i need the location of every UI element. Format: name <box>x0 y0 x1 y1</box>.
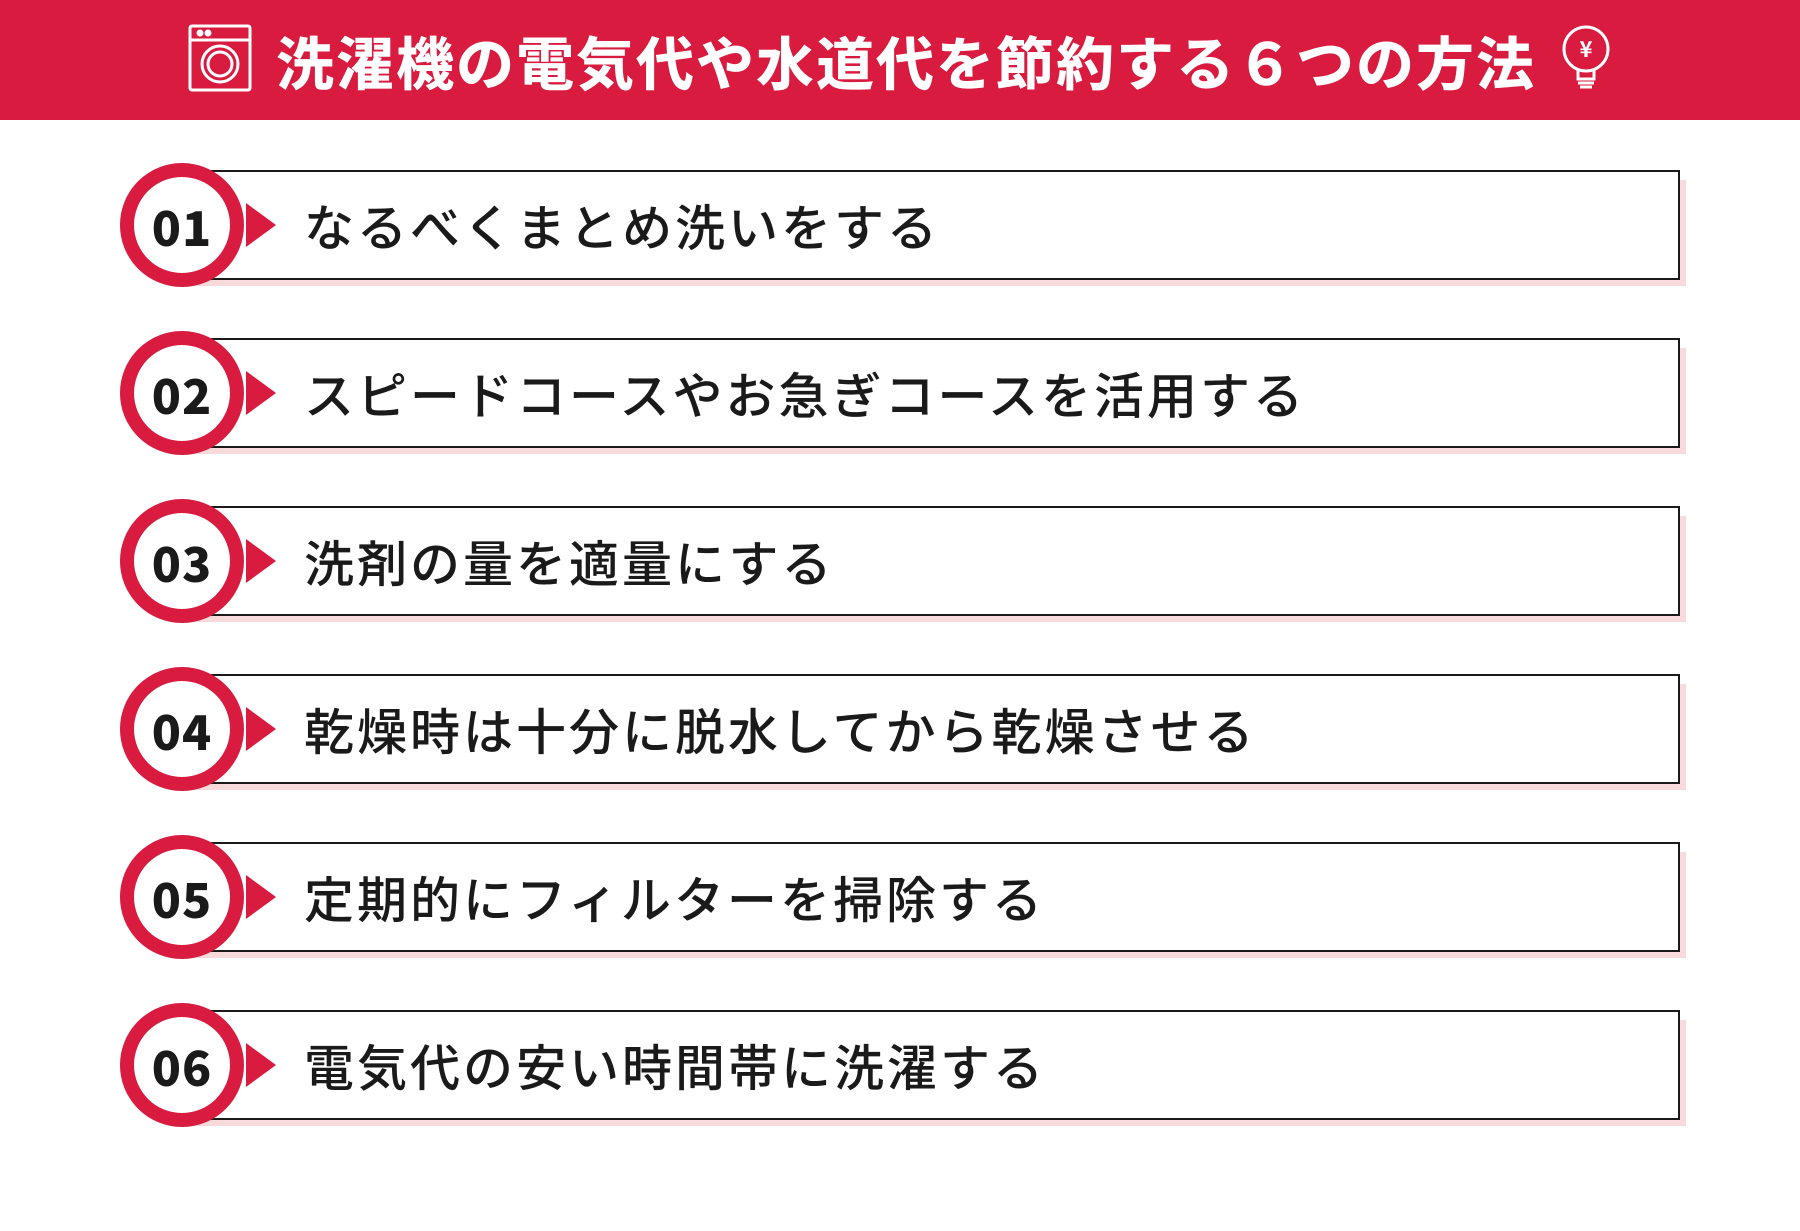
badge-number: 01 <box>152 190 212 260</box>
badge-number: 04 <box>152 694 212 764</box>
number-badge: 04 <box>120 667 244 791</box>
number-badge: 03 <box>120 499 244 623</box>
item-text: 洗剤の量を適量にする <box>304 525 835 597</box>
number-badge: 05 <box>120 835 244 959</box>
list-item: 03 洗剤の量を適量にする <box>120 506 1680 616</box>
item-box: 電気代の安い時間帯に洗濯する <box>182 1010 1680 1120</box>
item-box: 洗剤の量を適量にする <box>182 506 1680 616</box>
pointer-icon <box>246 371 276 415</box>
badge-number: 05 <box>152 862 212 932</box>
item-box: なるべくまとめ洗いをする <box>182 170 1680 280</box>
pointer-icon <box>246 203 276 247</box>
list-item: 01 なるべくまとめ洗いをする <box>120 170 1680 280</box>
pointer-icon <box>246 707 276 751</box>
item-text: スピードコースやお急ぎコースを活用する <box>304 357 1306 429</box>
badge-number: 06 <box>152 1030 212 1100</box>
svg-text:¥: ¥ <box>1580 32 1593 64</box>
badge-number: 02 <box>152 358 212 428</box>
list-item: 06 電気代の安い時間帯に洗濯する <box>120 1010 1680 1120</box>
pointer-icon <box>246 1043 276 1087</box>
tips-list: 01 なるべくまとめ洗いをする 02 スピードコースやお急ぎコースを活用する 0… <box>0 120 1800 1160</box>
number-badge: 02 <box>120 331 244 455</box>
badge-number: 03 <box>152 526 212 596</box>
item-text: 電気代の安い時間帯に洗濯する <box>304 1029 1046 1101</box>
number-badge: 01 <box>120 163 244 287</box>
item-box: 乾燥時は十分に脱水してから乾燥させる <box>182 674 1680 784</box>
header-title: 洗濯機の電気代や水道代を節約する６つの方法 <box>276 18 1536 102</box>
item-box: 定期的にフィルターを掃除する <box>182 842 1680 952</box>
pointer-icon <box>246 875 276 919</box>
item-text: なるべくまとめ洗いをする <box>304 189 940 261</box>
item-box: スピードコースやお急ぎコースを活用する <box>182 338 1680 448</box>
list-item: 04 乾燥時は十分に脱水してから乾燥させる <box>120 674 1680 784</box>
number-badge: 06 <box>120 1003 244 1127</box>
washing-machine-icon <box>184 22 256 99</box>
item-text: 乾燥時は十分に脱水してから乾燥させる <box>304 693 1257 765</box>
list-item: 02 スピードコースやお急ぎコースを活用する <box>120 338 1680 448</box>
list-item: 05 定期的にフィルターを掃除する <box>120 842 1680 952</box>
pointer-icon <box>246 539 276 583</box>
item-text: 定期的にフィルターを掃除する <box>304 861 1045 933</box>
lightbulb-yen-icon: ¥ <box>1556 21 1616 100</box>
header-bar: 洗濯機の電気代や水道代を節約する６つの方法 ¥ <box>0 0 1800 120</box>
